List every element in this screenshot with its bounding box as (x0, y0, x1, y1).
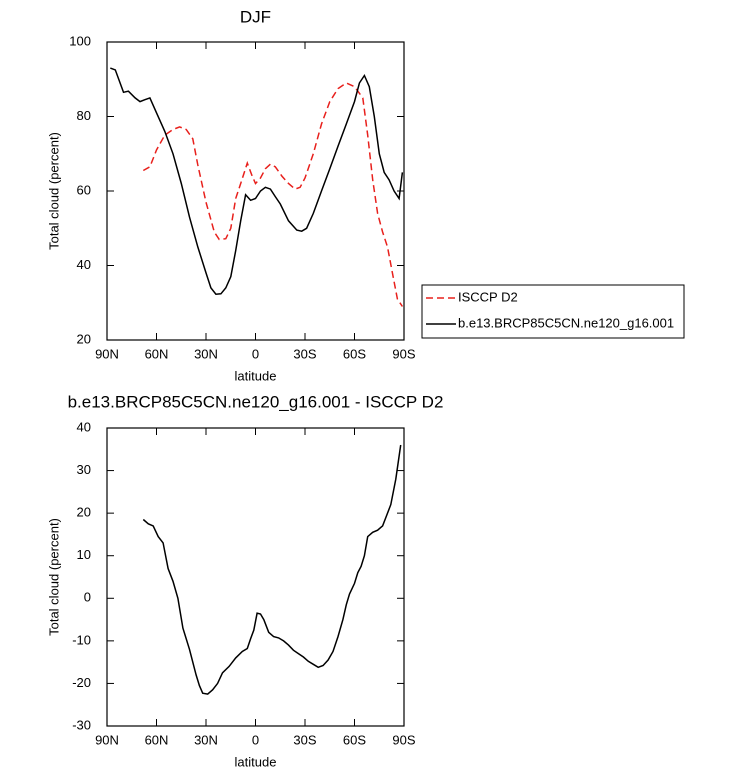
chart-title: b.e13.BRCP85C5CN.ne120_g16.001 - ISCCP D… (68, 392, 444, 411)
x-tick-label: 0 (252, 732, 259, 747)
legend-label: b.e13.BRCP85C5CN.ne120_g16.001 (458, 315, 674, 330)
x-axis-label: latitude (235, 754, 277, 769)
x-axis-label: latitude (235, 368, 277, 383)
x-tick-label: 60N (145, 732, 169, 747)
x-tick-label: 90N (95, 346, 119, 361)
y-tick-label: 60 (77, 182, 91, 197)
y-tick-label: 20 (77, 505, 91, 520)
x-tick-label: 90S (392, 346, 415, 361)
x-tick-label: 90S (392, 732, 415, 747)
y-tick-label: 30 (77, 462, 91, 477)
x-tick-label: 0 (252, 346, 259, 361)
y-tick-label: 100 (69, 33, 91, 48)
data-line (142, 444, 402, 695)
y-tick-label: -20 (72, 675, 91, 690)
data-line (110, 67, 404, 295)
y-tick-label: 10 (77, 547, 91, 562)
x-tick-label: 60S (343, 732, 366, 747)
x-tick-label: 30N (194, 346, 218, 361)
x-tick-label: 60S (343, 346, 366, 361)
x-tick-label: 30N (194, 732, 218, 747)
y-axis-label: Total cloud (percent) (46, 132, 61, 250)
y-axis-label: Total cloud (percent) (46, 518, 61, 636)
y-tick-label: 40 (77, 419, 91, 434)
data-line (142, 82, 404, 307)
x-tick-label: 30S (293, 732, 316, 747)
legend-label: ISCCP D2 (458, 289, 518, 304)
y-tick-label: 40 (77, 257, 91, 272)
legend-box (421, 284, 685, 339)
plot-frame (106, 427, 405, 727)
chart-title: DJF (240, 7, 271, 26)
y-tick-label: -10 (72, 632, 91, 647)
x-tick-label: 90N (95, 732, 119, 747)
x-tick-label: 30S (293, 346, 316, 361)
y-tick-label: 20 (77, 331, 91, 346)
y-tick-label: 0 (84, 590, 91, 605)
plot-frame (106, 41, 405, 341)
y-tick-label: -30 (72, 717, 91, 732)
x-tick-label: 60N (145, 346, 169, 361)
y-tick-label: 80 (77, 108, 91, 123)
